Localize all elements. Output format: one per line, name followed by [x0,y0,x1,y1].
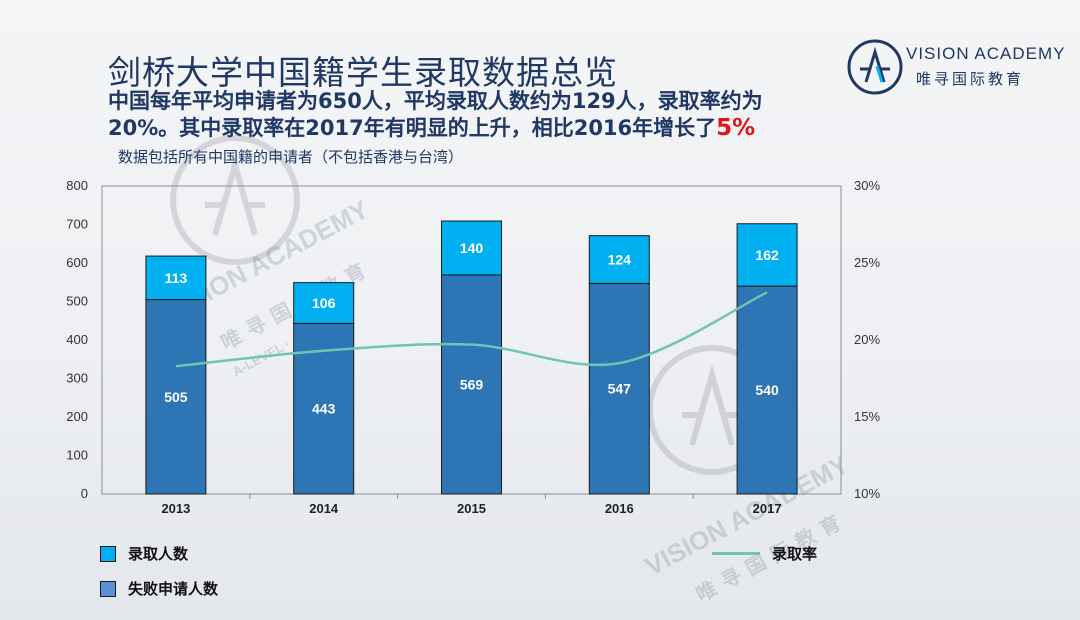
logo-name: VISION ACADEMY [906,44,1066,63]
summary-text: 中国每年平均申请者为650人，平均录取人数约为129人，录取率约为20%。其中录… [108,88,828,142]
y-tick-label: 300 [66,371,88,386]
bar-admitted-2014 [293,282,355,324]
y2-tick-label: 30% [854,178,880,193]
legend-rate-label: 录取率 [772,545,818,563]
summary-highlight: 5% [716,115,756,141]
page-title: 剑桥大学中国籍学生录取数据总览 [108,53,618,92]
data-label-admitted-2014: 106 [312,295,336,311]
summary-body: 中国每年平均申请者为650人，平均录取人数约为129人，录取率约为20%。其中录… [108,89,763,140]
watermark-emblem-1 [170,135,300,265]
bar-admitted-2017 [736,223,798,287]
data-label-admitted-2016: 124 [608,252,632,268]
y2-tick-label: 10% [854,486,880,501]
y-tick-label: 0 [81,486,88,501]
legend-rejected-swatch [100,580,116,597]
data-label-admitted-2015: 140 [460,240,484,256]
bar-rejected-2016 [588,282,650,495]
y-tick-label: 100 [66,448,88,463]
y2-tick-label: 25% [854,255,880,270]
legend-admitted-swatch [100,545,116,562]
x-tick-label-2015: 2015 [457,501,486,516]
bar-admitted-2013 [145,255,207,301]
y-tick-label: 600 [66,255,88,270]
bar-rejected-2015 [441,274,502,495]
y-tick-label: 700 [66,217,88,232]
data-label-rejected-2017: 540 [755,382,779,398]
y-tick-label: 800 [66,178,88,193]
legend-admitted: 录取人数 [100,543,188,564]
data-label-rejected-2015: 569 [460,376,484,392]
x-tick-label-2014: 2014 [309,501,339,516]
x-tick-label-2013: 2013 [161,501,190,516]
bar-admitted-2016 [588,235,650,284]
bar-admitted-2015 [441,220,502,276]
brand-logo: VISION ACADEMY 唯寻国际教育 [846,38,1068,100]
data-label-admitted-2013: 113 [165,270,188,286]
y-tick-label: 500 [66,294,88,309]
data-label-rejected-2016: 547 [608,381,632,397]
data-label-admitted-2017: 162 [755,247,779,263]
x-tick-label-2016: 2016 [605,501,634,516]
y2-tick-label: 15% [854,409,880,424]
y-tick-label: 200 [66,409,88,424]
legend-admitted-label: 录取人数 [128,545,189,563]
legend-rate-swatch [712,552,760,555]
legend-rejected: 失败申请人数 [100,578,218,599]
legend-rate: 录取率 [712,543,817,564]
logo-subtitle: 唯寻国际教育 [916,70,1025,88]
legend-rejected-label: 失败申请人数 [128,580,219,598]
x-tick-label-2017: 2017 [753,501,782,516]
data-label-rejected-2013: 505 [164,389,188,405]
logo-emblem-icon [847,39,903,95]
data-label-rejected-2014: 443 [312,401,336,417]
y-tick-label: 400 [66,332,88,347]
data-note: 数据包括所有中国籍的申请者（不包括香港与台湾） [118,148,464,166]
y2-tick-label: 20% [854,332,880,347]
